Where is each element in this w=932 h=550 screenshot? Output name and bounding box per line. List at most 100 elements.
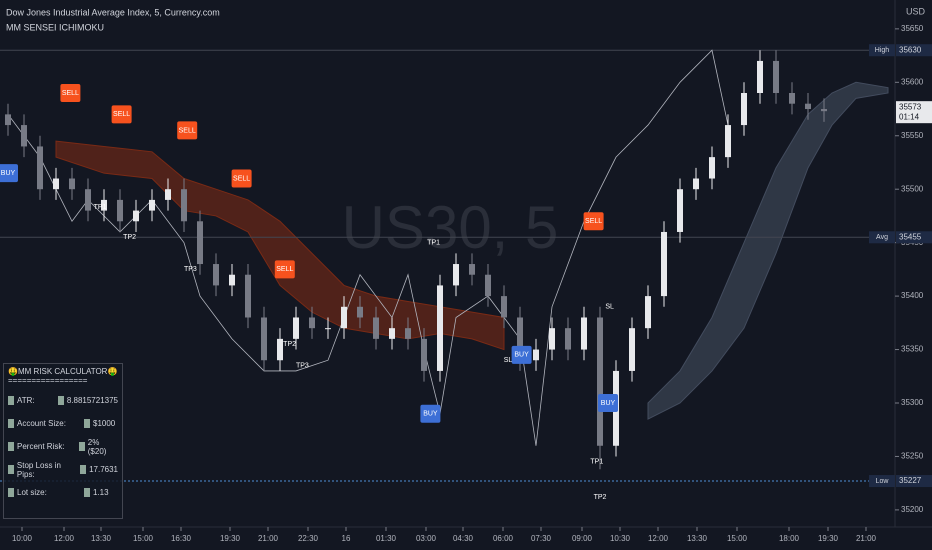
lagging-span — [7, 49, 729, 446]
target-label: TP2 — [594, 494, 607, 501]
candle-body — [437, 285, 443, 371]
candle-body — [21, 125, 27, 147]
risk-row: Lot size: 1.13 — [8, 481, 118, 504]
level-value-badge — [896, 231, 932, 244]
candle-body — [309, 317, 315, 329]
risk-value: 17.7631 — [89, 465, 118, 474]
risk-label: Account Size: — [17, 419, 66, 428]
candle-body — [677, 189, 683, 232]
candle-body — [533, 349, 539, 361]
candle-body — [325, 328, 331, 330]
level-value: 35227 — [899, 476, 922, 485]
candle-body — [821, 109, 827, 112]
signal-text: SELL — [276, 266, 293, 273]
icon — [8, 465, 14, 474]
risk-label: Stop Loss in Pips: — [16, 460, 61, 479]
x-tick-label: 16:30 — [171, 534, 192, 543]
target-label: SL — [605, 304, 614, 311]
candle-body — [229, 274, 235, 286]
candle-body — [725, 125, 731, 158]
level-value: 35455 — [899, 232, 922, 241]
risk-value-cell: $1000 — [84, 419, 115, 428]
chart-title: Dow Jones Industrial Average Index, 5, C… — [6, 7, 220, 17]
risk-label-cell: Percent Risk: — [8, 442, 79, 451]
level-badge — [869, 231, 895, 244]
risk-rows: ATR: 8.8815721375 Account Size: $1000 Percen… — [8, 389, 118, 504]
candle-body — [485, 274, 491, 297]
y-tick-label: 35250 — [901, 452, 924, 461]
candle-body — [597, 317, 603, 446]
risk-label-cell: Stop Loss in Pips: — [8, 461, 80, 479]
candle-body — [5, 114, 11, 126]
candle-body — [469, 264, 475, 275]
candle-body — [741, 93, 747, 126]
signal-label — [231, 169, 252, 188]
candle-body — [245, 274, 251, 318]
candle-body — [69, 178, 75, 190]
icon — [79, 442, 85, 451]
candle-body — [213, 264, 219, 286]
risk-row: Account Size: $1000 — [8, 412, 118, 435]
indicator-name: MM SENSEI ICHIMOKU — [6, 22, 104, 32]
countdown: 01:14 — [899, 112, 920, 121]
candle-body — [133, 210, 139, 222]
candle-body — [37, 146, 43, 190]
signal-text: SELL — [113, 111, 130, 118]
candle-body — [501, 296, 507, 318]
target-label: TP1 — [590, 459, 603, 466]
level-badge — [869, 475, 895, 488]
candle-body — [277, 338, 283, 361]
target-label: TP1 — [427, 239, 440, 246]
signal-label — [511, 345, 532, 364]
last-price: 35573 — [899, 102, 922, 111]
y-tick-label: 35650 — [901, 24, 924, 33]
signal-text: SELL — [233, 175, 250, 182]
level-label: Low — [876, 478, 890, 485]
candle-body — [789, 93, 795, 104]
currency: USD — [906, 6, 926, 16]
x-tick-label: 07:30 — [531, 534, 552, 543]
y-tick-label: 35550 — [901, 131, 924, 140]
target-label: TP2 — [123, 234, 136, 241]
risk-value-cell: 17.7631 — [80, 465, 118, 474]
icon — [84, 488, 90, 497]
x-tick-label: 19:30 — [220, 534, 241, 543]
signal-text: BUY — [1, 170, 16, 177]
signal-label — [598, 394, 618, 412]
icon — [8, 419, 14, 428]
signal-text: BUY — [601, 400, 616, 407]
y-tick-label: 35350 — [901, 345, 924, 354]
x-tick-label: 03:00 — [416, 534, 437, 543]
risk-value-cell: 1.13 — [84, 488, 109, 497]
candle-body — [709, 157, 715, 179]
level-label: High — [875, 47, 890, 54]
risk-title: 🤑MM RISK CALCULATOR🤑 — [8, 367, 118, 376]
target-label: TP3 — [184, 266, 197, 273]
candle-body — [149, 199, 155, 211]
y-tick-label: 35200 — [901, 505, 924, 514]
target-label: SL — [504, 357, 513, 364]
candle-body — [53, 178, 59, 190]
candle-body — [197, 221, 203, 265]
x-tick-label: 01:30 — [376, 534, 397, 543]
level-label: Avg — [876, 234, 888, 241]
risk-calculator: 🤑MM RISK CALCULATOR🤑 ================= A… — [3, 363, 123, 519]
risk-row: ATR: 8.8815721375 — [8, 389, 118, 412]
candle-body — [373, 317, 379, 339]
x-tick-label: 19:30 — [818, 534, 839, 543]
x-tick-label: 10:30 — [610, 534, 631, 543]
candle-body — [645, 296, 651, 329]
candle-body — [341, 306, 347, 329]
x-tick-label: 04:30 — [453, 534, 474, 543]
risk-label: Lot size: — [17, 488, 47, 497]
signal-text: SELL — [179, 127, 196, 134]
y-tick-label: 35600 — [901, 77, 924, 86]
x-tick-label: 09:00 — [572, 534, 593, 543]
risk-label: Percent Risk: — [17, 442, 65, 451]
risk-value: 1.13 — [93, 488, 109, 497]
risk-row: Percent Risk: 2% ($20) — [8, 435, 118, 458]
signal-label — [60, 84, 81, 102]
signal-text: BUY — [514, 352, 529, 359]
